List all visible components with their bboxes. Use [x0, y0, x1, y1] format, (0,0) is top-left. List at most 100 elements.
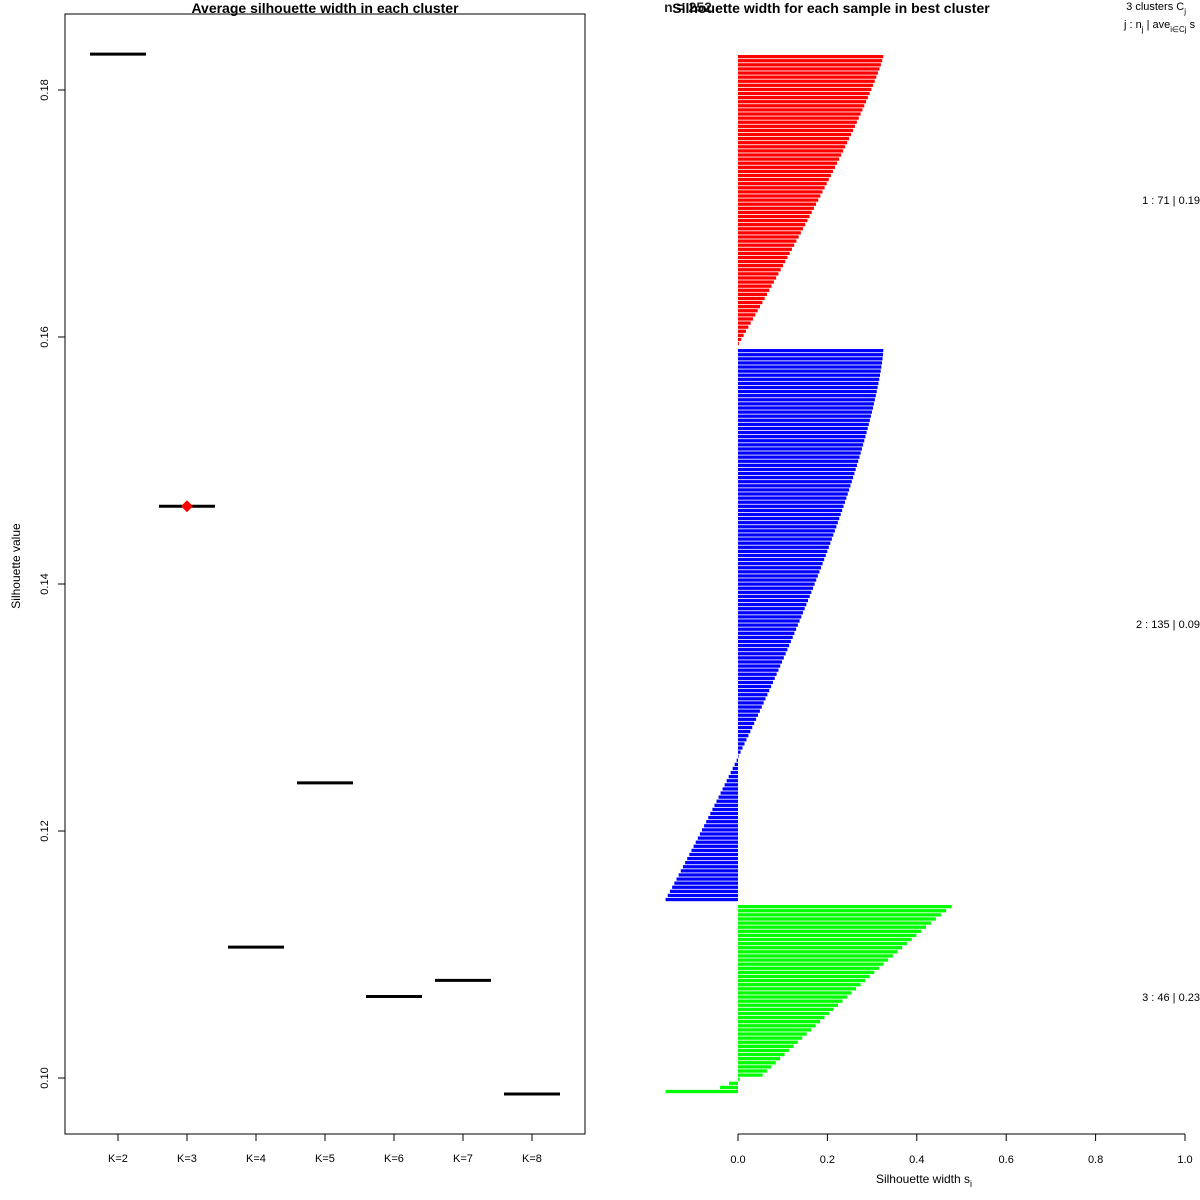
silhouette-bar — [738, 333, 744, 337]
silhouette-bar — [738, 917, 936, 921]
silhouette-bar — [738, 422, 869, 427]
silhouette-bar — [738, 280, 774, 284]
silhouette-bar — [738, 1024, 816, 1028]
silhouette-bar — [736, 758, 738, 762]
silhouette-bar — [738, 913, 941, 917]
silhouette-bar — [738, 557, 825, 562]
silhouette-bar — [738, 950, 898, 954]
left-x-tick-label: K=2 — [108, 1153, 128, 1165]
silhouette-bar — [738, 91, 870, 96]
silhouette-bar — [738, 385, 878, 390]
silhouette-bar — [708, 815, 738, 820]
silhouette-bar — [738, 124, 855, 128]
silhouette-bar — [738, 721, 755, 726]
silhouette-bar — [738, 533, 834, 537]
silhouette-bar — [738, 206, 814, 210]
silhouette-bar — [738, 1036, 803, 1040]
silhouette-bar — [738, 656, 784, 660]
silhouette-bar — [738, 190, 823, 194]
silhouette-bar — [738, 664, 781, 668]
silhouette-bar — [738, 492, 848, 496]
silhouette-bar — [738, 128, 853, 133]
silhouette-bar — [738, 276, 777, 280]
silhouette-bar — [738, 754, 739, 758]
right-x-tick-label: 0.8 — [1088, 1154, 1103, 1166]
silhouette-bar — [738, 79, 875, 83]
silhouette-bar — [738, 746, 743, 750]
silhouette-bar — [738, 141, 848, 145]
silhouette-bar — [738, 414, 871, 418]
silhouette-bar — [738, 668, 779, 672]
silhouette-bar — [738, 218, 808, 223]
silhouette-bar — [738, 329, 746, 333]
silhouette-bar — [720, 791, 738, 795]
silhouette-bar — [738, 602, 807, 607]
silhouette-bar — [738, 153, 842, 157]
silhouette-bar — [738, 1061, 776, 1065]
silhouette-bar — [738, 67, 880, 71]
silhouette-bar — [738, 684, 772, 689]
cluster-2-bars — [665, 349, 884, 902]
silhouette-bar — [738, 418, 870, 422]
silhouette-bar — [738, 709, 760, 713]
silhouette-bar — [722, 787, 738, 791]
silhouette-bar — [665, 1089, 738, 1094]
silhouette-bar — [738, 116, 859, 120]
silhouette-bar — [738, 145, 846, 149]
right-x-axis: 0.0 0.2 0.4 0.6 0.8 1.0 — [730, 1133, 1193, 1166]
silhouette-bar — [738, 435, 866, 439]
silhouette-bar — [730, 770, 738, 775]
silhouette-bar — [718, 795, 738, 799]
silhouette-bar — [738, 284, 772, 288]
right-x-tick-label: 1.0 — [1177, 1154, 1192, 1166]
left-plot-frame — [64, 13, 586, 1135]
silhouette-bar — [702, 828, 738, 832]
silhouette-bar — [738, 337, 742, 342]
silhouette-bar — [738, 1020, 821, 1024]
right-title-overlap-text: n = 252 — [664, 0, 712, 15]
silhouette-bar — [691, 848, 738, 853]
silhouette-bar — [738, 725, 753, 730]
silhouette-bar — [738, 701, 764, 705]
best-k-marker — [181, 500, 193, 513]
silhouette-bar — [738, 742, 745, 746]
silhouette-bar — [738, 136, 850, 141]
silhouette-bar — [678, 873, 738, 877]
silhouette-bar — [738, 55, 884, 59]
silhouette-bar — [738, 186, 825, 190]
legend-header-line2-a: j : n — [1123, 19, 1142, 31]
legend-header-line2-b: | ave — [1144, 19, 1171, 31]
silhouette-bar — [738, 623, 798, 627]
silhouette-bar — [738, 496, 847, 500]
silhouette-bar — [738, 586, 813, 590]
silhouette-bar — [738, 239, 797, 243]
left-y-tick-label: 0.10 — [39, 1067, 51, 1088]
silhouette-bar — [714, 803, 738, 807]
silhouette-bar — [676, 877, 738, 881]
silhouette-bar — [738, 75, 877, 79]
silhouette-bar — [738, 521, 838, 525]
silhouette-bars — [665, 55, 952, 1094]
silhouette-bar — [738, 247, 792, 251]
silhouette-bar — [685, 861, 738, 865]
silhouette-bar — [738, 537, 832, 541]
left-x-tick-label: K=5 — [315, 1153, 335, 1165]
silhouette-bar — [738, 545, 829, 549]
left-y-tick-label: 0.14 — [39, 573, 51, 594]
silhouette-bar — [738, 978, 866, 983]
silhouette-bar — [738, 738, 747, 742]
silhouette-bar — [687, 856, 738, 861]
silhouette-bar — [667, 893, 738, 898]
silhouette-bar — [738, 693, 768, 697]
silhouette-bar — [738, 480, 852, 484]
silhouette-bar — [738, 104, 865, 108]
silhouette-bar — [706, 820, 738, 824]
silhouette-bar — [738, 313, 756, 317]
silhouette-bar — [738, 309, 758, 313]
silhouette-bar — [738, 264, 783, 268]
silhouette-bar — [738, 635, 793, 640]
silhouette-bar — [738, 705, 762, 709]
silhouette-bar — [738, 1073, 763, 1077]
left-x-tick-label: K=8 — [522, 1153, 542, 1165]
silhouette-bar — [726, 779, 738, 783]
